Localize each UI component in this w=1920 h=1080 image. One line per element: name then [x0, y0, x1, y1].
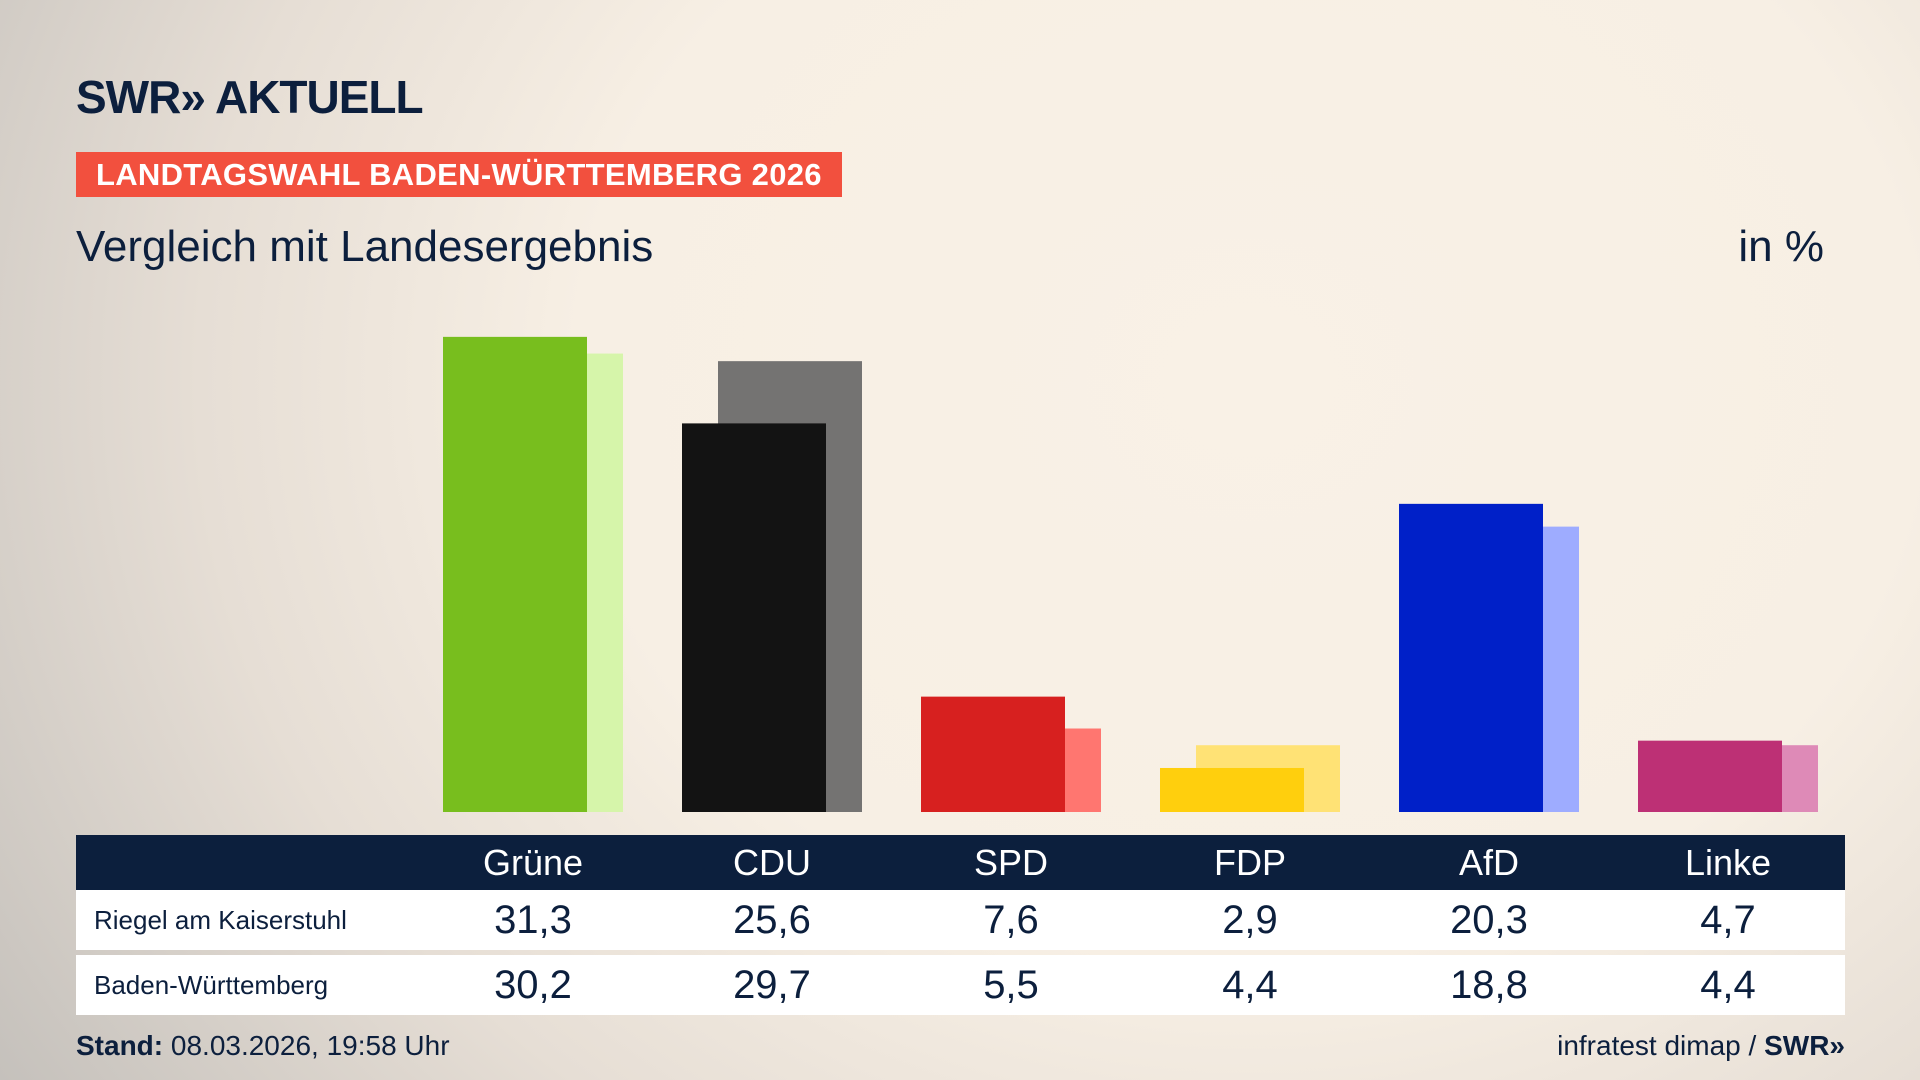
timestamp: Stand: 08.03.2026, 19:58 Uhr	[76, 1030, 450, 1062]
swr-logo: SWR»	[1764, 1030, 1845, 1061]
party-header: CDU	[733, 841, 811, 883]
table-header: Grüne CDU SPD FDP AfD Linke	[76, 835, 1845, 890]
bar-local-result	[1638, 740, 1782, 812]
value-cell: 18,8	[1450, 962, 1528, 1007]
stand-value: 08.03.2026, 19:58 Uhr	[170, 1030, 450, 1061]
bar-local-result	[921, 696, 1065, 812]
bar-local-result	[443, 336, 587, 812]
party-header: SPD	[973, 841, 1049, 883]
value-cell: 29,7	[733, 962, 811, 1007]
party-header: Linke	[1684, 841, 1772, 883]
bar-local-result	[1399, 503, 1543, 812]
party-header: Grüne	[482, 841, 584, 883]
value-cell: 4,4	[1222, 962, 1278, 1007]
table-row: Baden-Württemberg 30,2 29,7 5,5 4,4 18,8 4,4	[76, 955, 1845, 1015]
party-header: AfD	[1458, 841, 1519, 883]
table-row: Riegel am Kaiserstuhl 31,3 25,6 7,6 2,9 20,3…	[76, 890, 1845, 950]
value-cell: 5,5	[983, 962, 1039, 1007]
value-cell: 31,3	[494, 897, 572, 942]
election-banner: LANDTAGSWAHL BADEN-WÜRTTEMBERG 2026	[76, 152, 842, 197]
row-label: Riegel am Kaiserstuhl	[94, 904, 347, 935]
value-cell: 4,4	[1700, 962, 1756, 1007]
value-cell: 25,6	[733, 897, 811, 942]
source-text: infratest dimap /	[1557, 1030, 1757, 1061]
source: infratest dimap / SWR»	[1557, 1030, 1845, 1062]
bar-local-result	[682, 423, 826, 812]
unit-label: in %	[1738, 222, 1824, 271]
chart-subtitle: Vergleich mit Landesergebnis	[76, 222, 654, 271]
swr-aktuell-logo: SWR» AKTUELL	[76, 71, 424, 123]
bar-local-result	[1160, 767, 1304, 812]
party-header: FDP	[1214, 841, 1286, 883]
value-cell: 2,9	[1222, 897, 1278, 942]
value-cell: 30,2	[494, 962, 572, 1007]
value-cell: 7,6	[983, 897, 1039, 942]
value-cell: 4,7	[1700, 897, 1756, 942]
value-cell: 20,3	[1450, 897, 1528, 942]
results-table: Grüne CDU SPD FDP AfD Linke Riegel am Kaisers…	[76, 835, 1845, 1015]
stand-label: Stand:	[76, 1030, 164, 1061]
row-label: Baden-Württemberg	[94, 969, 329, 1000]
